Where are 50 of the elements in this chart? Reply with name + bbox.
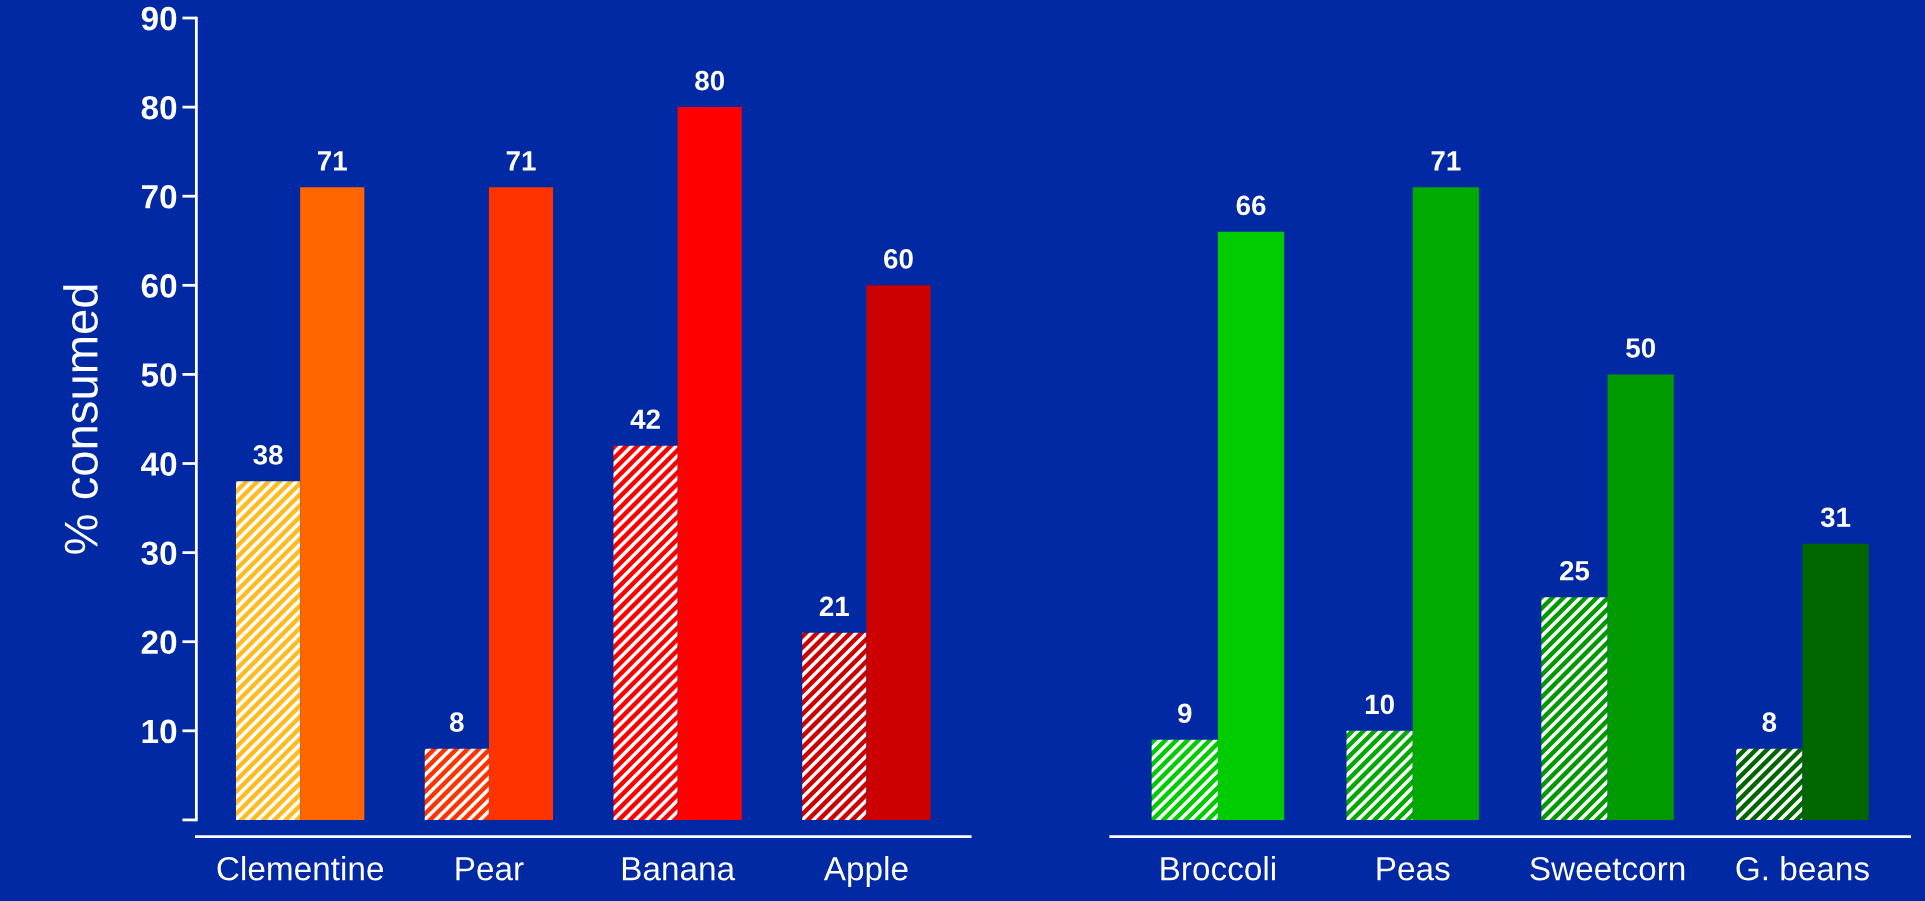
bar [300, 187, 365, 820]
bar [613, 445, 678, 820]
bar [1346, 730, 1413, 820]
bar [1607, 374, 1674, 820]
data-label: 66 [1236, 195, 1266, 216]
y-tick-label: 90 [141, 6, 177, 31]
data-label: 42 [630, 409, 660, 429]
data-label: 8 [449, 712, 464, 733]
y-tick-label: 50 [141, 363, 177, 387]
y-axis-title: % consumed [63, 285, 98, 554]
y-tick-label: 40 [141, 452, 177, 476]
bar [1541, 597, 1608, 820]
data-label: 71 [1431, 151, 1461, 171]
data-label: 50 [1626, 338, 1656, 358]
x-tick-label: Pear [456, 857, 524, 881]
data-label: 25 [1559, 560, 1590, 581]
bar [866, 285, 931, 820]
y-tick-label: 80 [141, 95, 177, 120]
x-tick-label: Broccoli [1161, 856, 1275, 881]
data-label: 38 [253, 445, 283, 465]
y-tick-label: 10 [142, 719, 177, 744]
bar [1217, 231, 1285, 820]
y-tick-label: 30 [141, 541, 177, 566]
bar [802, 632, 867, 820]
data-label: 80 [695, 70, 725, 91]
y-tick-label: 20 [141, 630, 177, 655]
y-tick-label: 70 [141, 185, 177, 209]
x-tick-label: G. beans [1736, 856, 1869, 881]
data-label: 8 [1762, 712, 1777, 733]
bar [488, 187, 554, 820]
x-tick-label: Apple [823, 856, 908, 888]
x-tick-label: Peas [1377, 857, 1450, 881]
bar [235, 481, 301, 820]
data-label: 71 [506, 151, 536, 171]
data-label: 60 [884, 249, 913, 269]
bar [677, 107, 742, 820]
data-label: 71 [317, 151, 347, 171]
bar [1412, 187, 1479, 820]
bar [1802, 543, 1869, 820]
x-tick-label: Sweetcorn [1530, 856, 1685, 881]
data-label: 10 [1365, 694, 1394, 715]
data-label: 31 [1820, 507, 1851, 528]
bar [1736, 748, 1803, 820]
x-tick-label: Banana [622, 857, 736, 881]
data-label: 21 [819, 596, 849, 616]
bar [1151, 739, 1218, 820]
bar [424, 748, 489, 820]
data-label: 9 [1178, 703, 1192, 724]
x-tick-label: Clementine [217, 856, 383, 881]
y-tick-label: 60 [141, 274, 177, 298]
